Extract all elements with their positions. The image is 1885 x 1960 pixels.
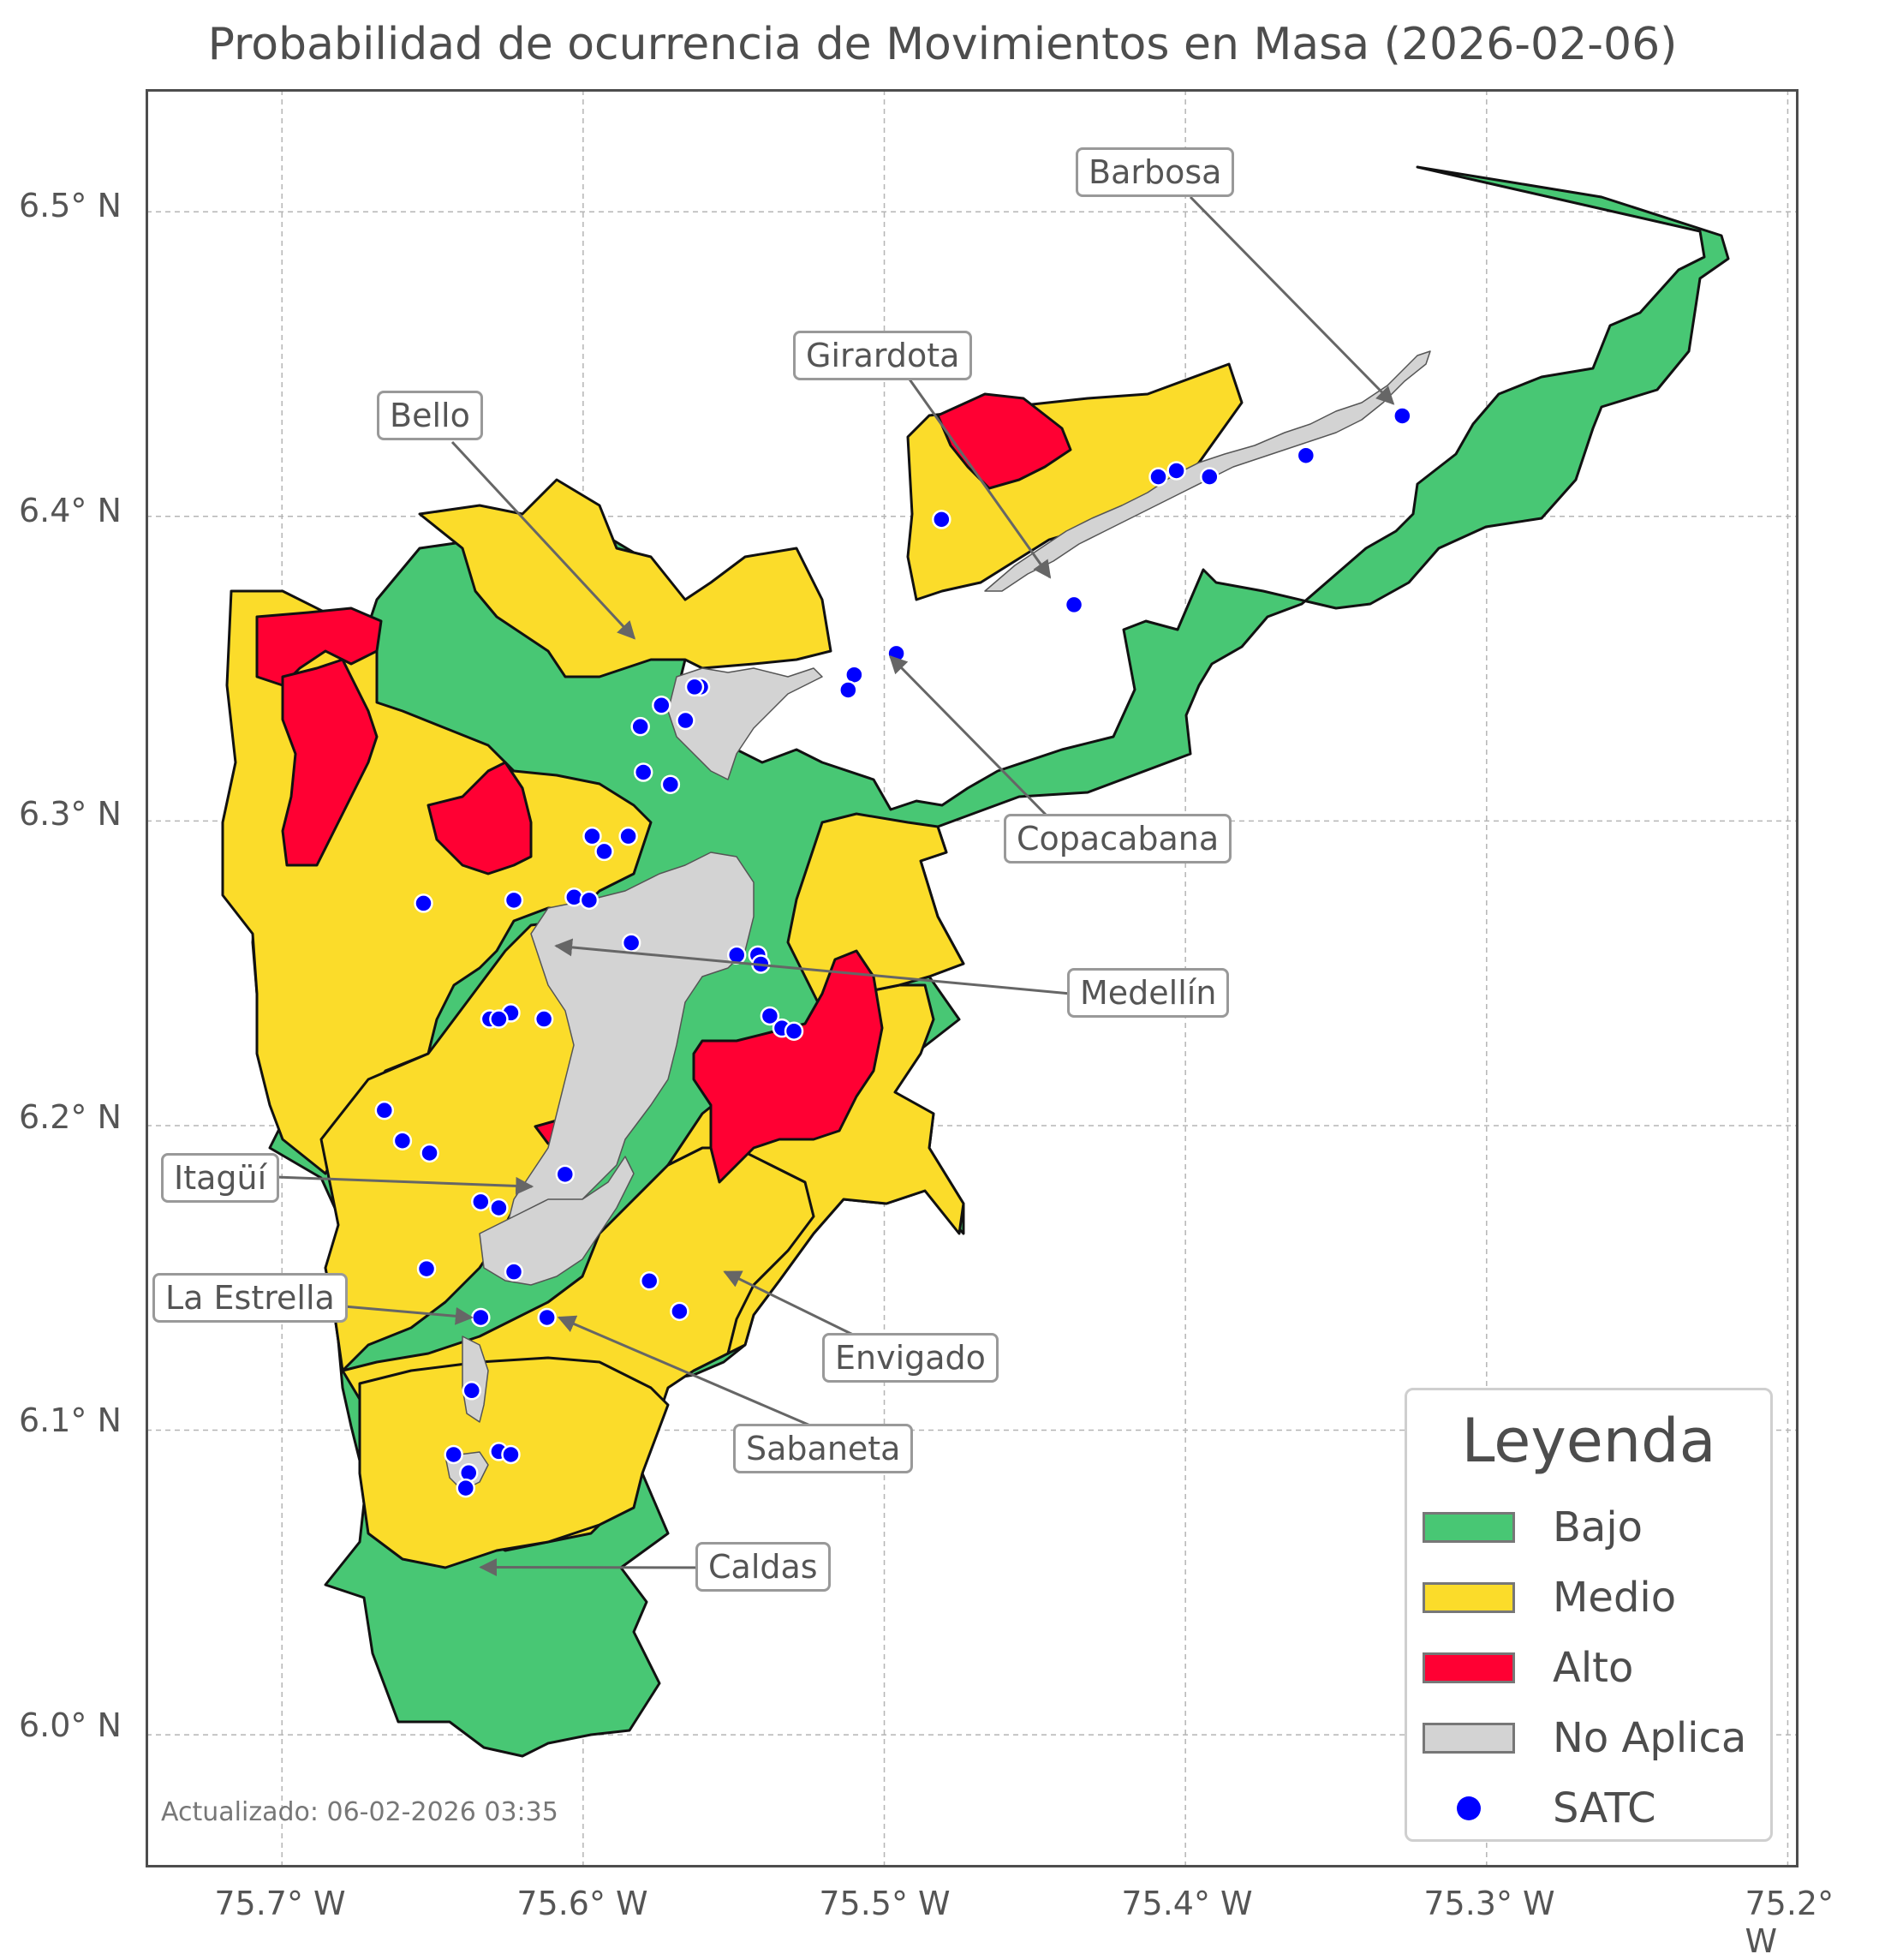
legend-label: Bajo	[1553, 1503, 1643, 1551]
legend-swatch-bajo	[1423, 1512, 1515, 1543]
y-tick-label: 6.2° N	[19, 1098, 122, 1136]
x-tick-label: 75.7° W	[214, 1885, 345, 1922]
y-tick-label: 6.0° N	[19, 1706, 122, 1744]
legend: Leyenda Bajo Medio Alto No Aplica SATC	[1405, 1388, 1773, 1842]
callout-caldas: Caldas	[695, 1542, 831, 1592]
callout-envigado: Envigado	[822, 1333, 999, 1383]
callout-medellin: Medellín	[1067, 968, 1229, 1018]
x-tick-label: 75.2° W	[1745, 1885, 1839, 1960]
callout-itagui: Itagüí	[161, 1153, 279, 1203]
map-title: Probabilidad de ocurrencia de Movimiento…	[0, 19, 1885, 70]
legend-swatch-no-aplica	[1423, 1723, 1515, 1754]
callout-copacabana: Copacabana	[1004, 814, 1232, 863]
legend-label: Alto	[1553, 1644, 1633, 1692]
legend-swatch-alto	[1423, 1652, 1515, 1683]
callout-barbosa: Barbosa	[1076, 147, 1234, 197]
y-tick-label: 6.5° N	[19, 187, 122, 224]
callout-sabaneta: Sabaneta	[733, 1424, 913, 1473]
y-tick-label: 6.4° N	[19, 492, 122, 529]
legend-item-bajo: Bajo	[1423, 1502, 1643, 1553]
callout-girardota: Girardota	[793, 331, 972, 380]
x-tick-label: 75.3° W	[1423, 1885, 1554, 1922]
callout-bello: Bello	[377, 391, 483, 440]
updated-timestamp: Actualizado: 06-02-2026 03:35	[161, 1797, 558, 1827]
callout-la-estrella: La Estrella	[152, 1273, 348, 1323]
legend-marker-satc	[1423, 1796, 1515, 1820]
legend-swatch-medio	[1423, 1582, 1515, 1613]
legend-label: Medio	[1553, 1574, 1676, 1622]
x-tick-label: 75.5° W	[819, 1885, 950, 1922]
legend-item-alto: Alto	[1423, 1642, 1633, 1694]
y-tick-label: 6.3° N	[19, 795, 122, 833]
legend-label: No Aplica	[1553, 1714, 1746, 1762]
legend-item-satc: SATC	[1423, 1783, 1656, 1834]
legend-title: Leyenda	[1407, 1406, 1770, 1476]
legend-label: SATC	[1553, 1784, 1656, 1832]
y-tick-label: 6.1° N	[19, 1401, 122, 1439]
x-tick-label: 75.6° W	[516, 1885, 647, 1922]
x-tick-label: 75.4° W	[1121, 1885, 1252, 1922]
legend-item-medio: Medio	[1423, 1572, 1676, 1623]
legend-item-no-aplica: No Aplica	[1423, 1712, 1746, 1764]
